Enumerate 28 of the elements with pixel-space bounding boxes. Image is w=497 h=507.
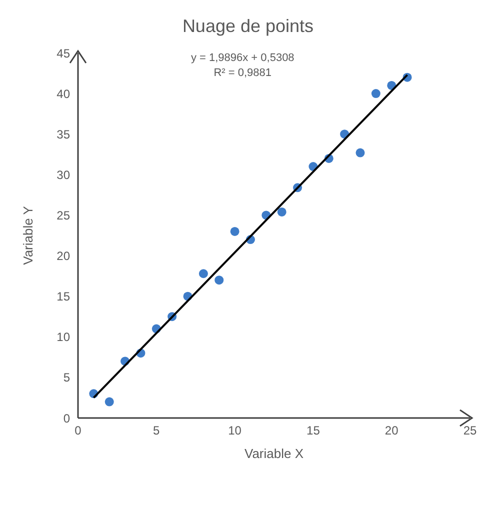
y-tick-label: 35 — [56, 127, 70, 142]
y-tick-label: 40 — [56, 86, 70, 101]
x-tick-label: 0 — [74, 424, 82, 438]
y-tick-label: 45 — [56, 46, 70, 60]
y-tick-label: 20 — [56, 249, 70, 264]
point — [198, 269, 208, 278]
point — [230, 226, 240, 236]
annotation: R² = 0,9881 — [214, 67, 272, 79]
y-tick-label: 15 — [56, 290, 70, 304]
point — [277, 207, 286, 216]
x-tick-label: 25 — [463, 424, 477, 438]
point — [214, 276, 224, 285]
point — [104, 397, 114, 406]
point — [371, 89, 380, 98]
y-tick-label: 5 — [63, 370, 70, 385]
x-tick-label: 5 — [153, 424, 160, 438]
point — [356, 148, 365, 158]
y-axis-title: Variable Y — [20, 206, 36, 265]
y-tick-label: 25 — [56, 208, 70, 222]
x-axis-title: Variable X — [244, 446, 304, 461]
x-tick-label: 20 — [384, 424, 399, 438]
annotation: y = 1,9896x + 0,5308 — [190, 52, 294, 64]
y-tick-label: 30 — [56, 168, 70, 182]
x-tick-label: 10 — [228, 424, 242, 438]
y-tick-label: 0 — [63, 411, 70, 426]
y-tick-label: 10 — [56, 330, 70, 344]
x-tick-label: 15 — [306, 424, 320, 438]
chart-title: Nuage de points — [182, 16, 314, 36]
